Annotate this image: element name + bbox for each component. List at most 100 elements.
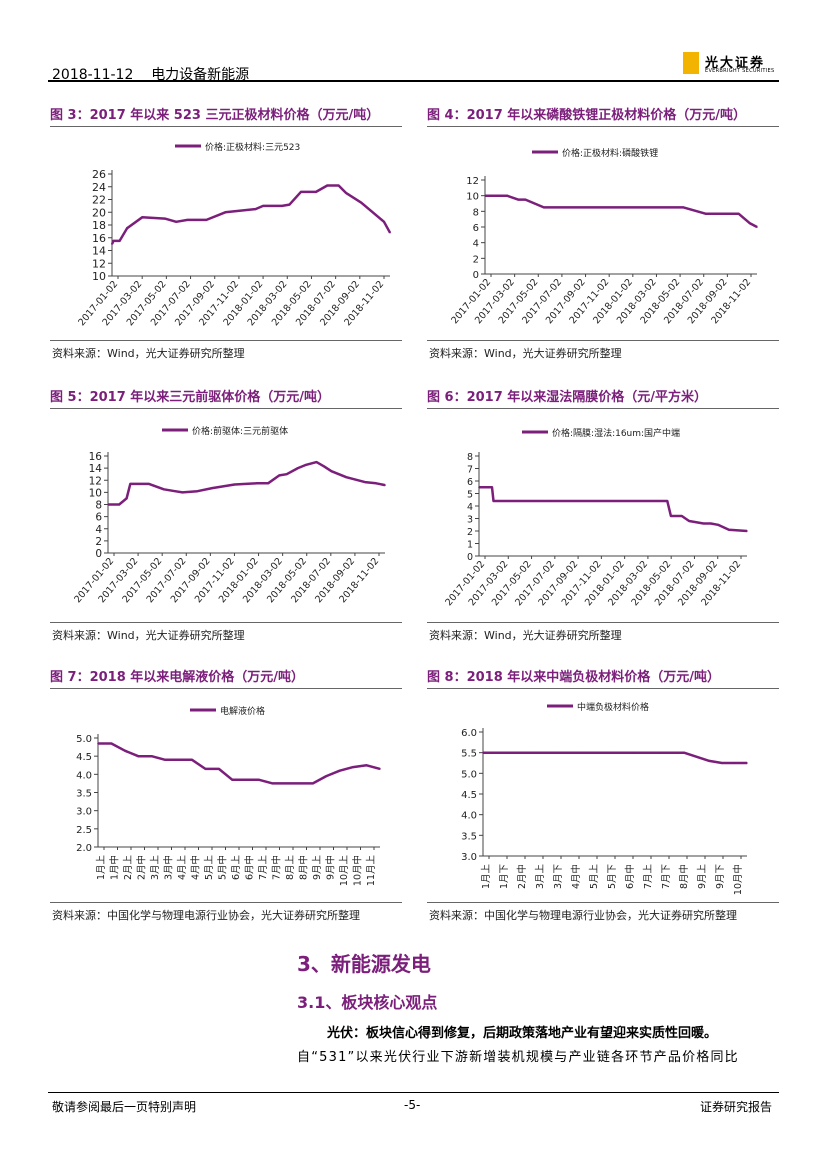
y-tick-label: 18 — [92, 219, 106, 232]
chart-panel-fig8: 图 8：2018 年以来中端负极材料价格（万元/吨） 中端负极材料价格 3.0 3.… — [427, 666, 779, 926]
panel-top-rule — [427, 126, 779, 127]
data-point — [315, 461, 318, 463]
data-point — [150, 755, 153, 757]
panel-bottom-rule — [427, 340, 779, 341]
x-tick-label: 8月中 — [298, 855, 310, 880]
report-header: 2018-11-12 电力设备新能源 — [52, 64, 249, 84]
y-tick-label: 5.0 — [461, 769, 477, 780]
data-point — [733, 762, 736, 764]
data-point — [719, 212, 722, 215]
data-point — [285, 473, 288, 475]
x-tick-label: 9月上 — [697, 864, 708, 890]
chart-svg: 价格:正极材料:三元5231012141618202224262017-01-0… — [76, 141, 392, 328]
data-point — [164, 759, 166, 761]
data-point — [337, 184, 340, 187]
data-point — [633, 751, 635, 754]
y-tick-label: 1 — [467, 540, 473, 551]
data-point — [181, 491, 184, 494]
x-tick-label: 8月中 — [678, 864, 690, 889]
y-tick-label: 2 — [95, 536, 102, 548]
chart-source: 资料来源：Wind，光大证券研究所整理 — [429, 629, 622, 642]
data-point — [666, 500, 669, 502]
x-tick-label: 10月中 — [352, 855, 364, 886]
data-point — [484, 194, 486, 197]
y-tick-label: 24 — [92, 181, 106, 194]
section-heading: 3、新能源发电 — [297, 952, 431, 976]
data-point — [267, 482, 269, 485]
data-point — [670, 515, 672, 517]
data-point — [492, 500, 495, 502]
x-tick-label: 7月上 — [258, 855, 269, 881]
y-tick-label: 2 — [467, 527, 473, 538]
y-tick-label: 2.5 — [76, 825, 92, 836]
chart-panel-fig7: 图 7：2018 年以来电解液价格（万元/吨） 电解液价格 2.0 2.5 3.0 3.… — [50, 666, 402, 926]
logo-mark-icon — [683, 52, 699, 74]
panel-bottom-rule — [427, 622, 779, 623]
x-tick-label: 6月中 — [244, 855, 256, 880]
data-point — [196, 490, 199, 492]
footer-report-type: 证券研究报告 — [700, 1100, 773, 1114]
chart-source: 资料来源：Wind，光大证券研究所整理 — [429, 347, 622, 360]
data-point — [112, 240, 115, 242]
data-point — [384, 484, 386, 486]
data-point — [702, 522, 705, 525]
data-point — [748, 222, 751, 224]
data-point — [695, 756, 698, 758]
data-point — [254, 208, 257, 210]
y-tick-label: 3.5 — [76, 789, 92, 800]
logo-text-en: EVERBRIGHT SECURITIES — [705, 68, 775, 74]
y-tick-label: 6 — [473, 223, 479, 234]
y-tick-label: 14 — [89, 463, 103, 475]
x-tick-label: 3月下 — [553, 864, 564, 889]
data-point — [375, 482, 377, 485]
y-tick-label: 10 — [92, 270, 106, 283]
data-point — [660, 206, 663, 209]
chart-title: 图 3：2017 年以来 523 三元正极材料价格（万元/吨） — [50, 108, 380, 123]
data-point — [107, 503, 109, 506]
data-point — [148, 483, 150, 485]
data-point — [682, 206, 685, 209]
chart-title: 图 8：2018 年以来中端负极材料价格（万元/吨） — [427, 670, 721, 685]
x-tick-label: 7月上 — [643, 864, 654, 890]
data-point — [285, 782, 287, 785]
series-line — [483, 751, 747, 765]
x-tick-label: 1月上 — [96, 855, 107, 881]
data-point — [281, 205, 283, 207]
data-point — [177, 759, 180, 761]
data-point — [338, 769, 341, 772]
chart-svg: 价格:前驱体:三元前驱体02468101214162017-01-022017-… — [72, 425, 386, 605]
panel-top-rule — [50, 688, 402, 689]
y-tick-label: 10 — [89, 487, 102, 499]
data-point — [728, 528, 730, 531]
report-industry: 电力设备新能源 — [151, 67, 250, 83]
x-tick-label: 6月上 — [231, 855, 242, 881]
chart-svg: 价格:正极材料:磷酸铁锂0246810122017-01-022017-03-0… — [449, 147, 758, 326]
y-tick-label: 6.0 — [461, 728, 477, 739]
y-tick-label: 4.0 — [76, 770, 92, 781]
data-point — [136, 483, 139, 485]
y-tick-label: 5.5 — [461, 749, 477, 760]
chart-title: 图 5：2017 年以来三元前驱体价格（万元/吨） — [50, 390, 331, 405]
data-point — [271, 782, 274, 785]
footer-divider — [48, 1092, 779, 1093]
chart-svg: 价格:隔膜:湿法:16um:国产中端0123456782017-01-02201… — [443, 427, 748, 608]
chart-panel-fig6: 图 6：2017 年以来湿法隔膜价格（元/平方米） 价格:隔膜:湿法:16um:… — [427, 386, 779, 646]
panel-bottom-rule — [50, 902, 402, 903]
data-point — [326, 184, 329, 187]
data-point — [709, 522, 712, 525]
data-point — [186, 219, 189, 221]
data-point — [550, 500, 553, 502]
data-point — [111, 243, 113, 245]
panel-top-rule — [427, 408, 779, 409]
data-point — [658, 751, 660, 754]
x-tick-label: 1月中 — [109, 855, 121, 880]
chart-panel-fig5: 图 5：2017 年以来三元前驱体价格（万元/吨） 价格:前驱体:三元前驱体 0 2… — [50, 386, 402, 646]
panel-bottom-rule — [427, 902, 779, 903]
data-point — [129, 483, 132, 485]
data-point — [164, 217, 166, 220]
footer-disclaimer: 敬请参阅最后一页特别声明 — [52, 1100, 197, 1114]
y-tick-label: 10 — [466, 192, 479, 203]
y-tick-label: 5 — [467, 490, 473, 501]
data-point — [345, 192, 347, 194]
